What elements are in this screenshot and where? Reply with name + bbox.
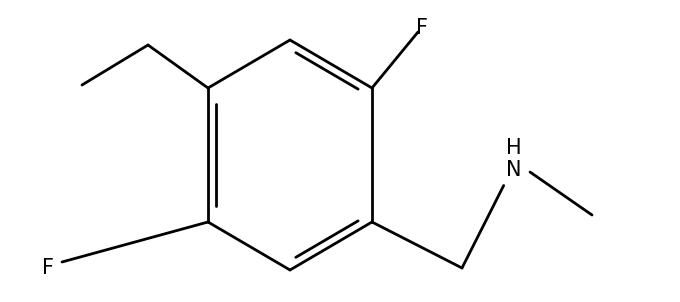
Text: F: F	[416, 18, 428, 38]
Text: N: N	[506, 160, 522, 180]
Text: H: H	[506, 138, 522, 158]
Text: F: F	[42, 258, 54, 278]
